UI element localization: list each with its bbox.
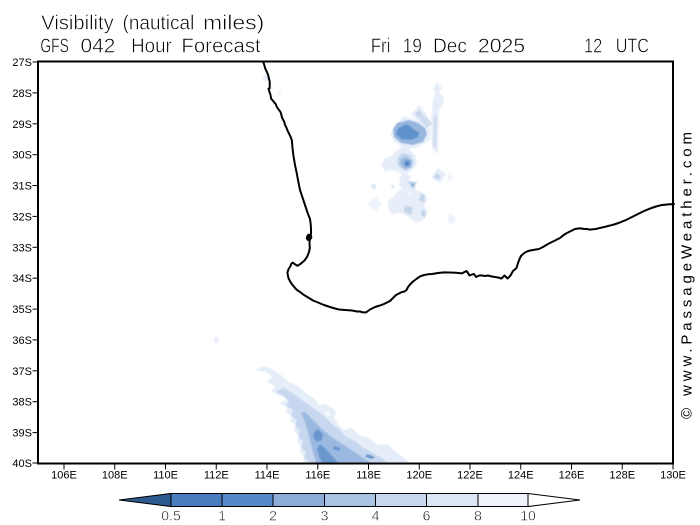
svg-text:© www.PassageWeather.com: © www.PassageWeather.com [679,132,696,419]
svg-text:30S: 30S [12,150,32,162]
svg-text:10: 10 [520,508,536,524]
svg-text:122E: 122E [457,469,483,481]
svg-text:0.5: 0.5 [161,508,181,524]
svg-text:118E: 118E [356,469,381,481]
svg-text:6: 6 [423,508,431,524]
svg-text:UTC: UTC [616,36,649,58]
svg-text:2025: 2025 [478,36,525,58]
svg-text:1: 1 [218,508,226,524]
svg-text:31S: 31S [12,181,32,193]
svg-text:40S: 40S [12,458,32,470]
svg-text:3: 3 [321,508,329,524]
svg-text:126E: 126E [559,469,585,481]
svg-text:114E: 114E [255,469,280,481]
svg-text:Fri: Fri [371,36,391,58]
svg-text:36S: 36S [12,335,32,347]
svg-text:Visibility: Visibility [41,13,113,35]
svg-text:116E: 116E [305,469,330,481]
svg-text:38S: 38S [12,397,32,409]
svg-text:120E: 120E [406,469,432,481]
svg-text:Dec: Dec [433,36,467,58]
svg-text:32S: 32S [12,211,32,223]
svg-text:108E: 108E [102,469,128,481]
svg-text:28S: 28S [12,88,32,100]
svg-text:2: 2 [269,508,277,524]
svg-text:130E: 130E [660,469,686,481]
svg-text:112E: 112E [204,469,229,481]
svg-text:128E: 128E [609,469,635,481]
svg-text:Forecast: Forecast [181,36,261,58]
svg-text:35S: 35S [12,304,32,316]
svg-text:(nautical: (nautical [123,13,195,35]
svg-text:34S: 34S [12,273,32,285]
svg-text:39S: 39S [12,428,32,440]
svg-text:Hour: Hour [131,36,172,58]
svg-text:29S: 29S [12,119,32,131]
svg-text:33S: 33S [12,242,32,254]
svg-text:37S: 37S [12,366,32,378]
svg-text:110E: 110E [153,469,178,481]
svg-text:27S: 27S [12,57,32,69]
svg-text:124E: 124E [508,469,534,481]
svg-text:GFS: GFS [40,36,69,58]
svg-text:19: 19 [403,36,422,58]
svg-text:miles): miles) [203,13,264,35]
svg-text:106E: 106E [51,469,77,481]
svg-text:12: 12 [584,36,602,58]
svg-text:042: 042 [81,36,116,58]
svg-text:4: 4 [372,508,380,524]
svg-text:8: 8 [474,508,482,524]
